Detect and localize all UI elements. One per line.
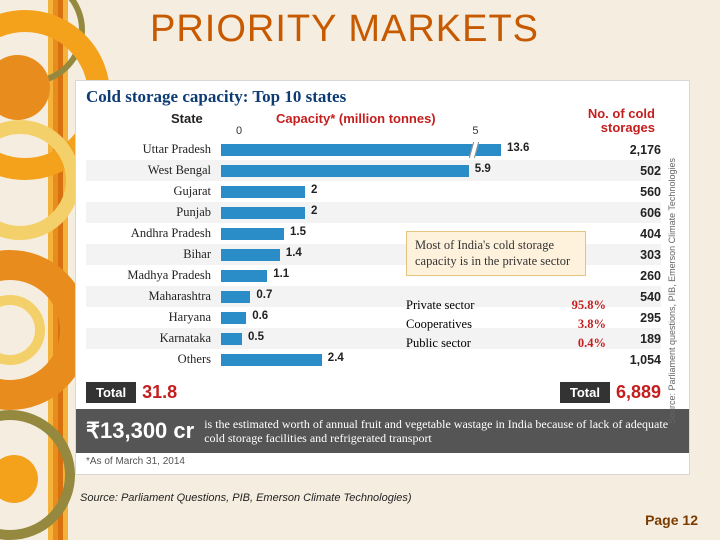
sector-name: Public sector [406, 336, 471, 351]
sector-row: Cooperatives 3.8% [406, 315, 606, 334]
total-label-left: Total [86, 382, 136, 403]
worth-band: ₹13,300 cr is the estimated worth of ann… [76, 409, 689, 453]
bar-value: 1.5 [290, 226, 306, 238]
chart-title: Cold storage capacity: Top 10 states [86, 87, 346, 107]
storage-count: 189 [606, 332, 661, 346]
bar-value: 2 [311, 205, 317, 217]
bar [221, 207, 305, 219]
storage-count: 404 [606, 227, 661, 241]
bar-value: 1.1 [273, 268, 289, 280]
as-of-note: *As of March 31, 2014 [86, 456, 185, 467]
bar [221, 354, 322, 366]
bar [221, 333, 242, 345]
bar-value: 5.9 [475, 163, 491, 175]
sector-pct: 0.4% [578, 336, 606, 351]
state-label: Haryana [86, 310, 221, 325]
header-capacity: Capacity* (million tonnes) [276, 111, 436, 126]
chart-row: Gujarat 2 560 [86, 181, 661, 202]
state-label: Karnataka [86, 331, 221, 346]
header-count: No. of cold storages [565, 107, 655, 134]
total-count: 6,889 [616, 382, 661, 403]
chart-panel: Cold storage capacity: Top 10 states Sta… [75, 80, 690, 475]
bar-value: 1.4 [286, 247, 302, 259]
bar-value: 2.4 [328, 352, 344, 364]
totals-row: Total 31.8 Total 6,889 [86, 379, 661, 405]
storage-count: 1,054 [606, 353, 661, 367]
side-source: Source: Parliament questions, PIB, Emers… [667, 141, 683, 441]
bar [221, 144, 501, 156]
callout-box: Most of India's cold storage capacity is… [406, 231, 586, 276]
bar [221, 228, 284, 240]
header-state: State [171, 111, 203, 126]
storage-count: 260 [606, 269, 661, 283]
storage-count: 502 [606, 164, 661, 178]
sector-row: Private sector 95.8% [406, 296, 606, 315]
chart-row: Punjab 2 606 [86, 202, 661, 223]
chart-row: West Bengal 5.9 502 [86, 160, 661, 181]
storage-count: 295 [606, 311, 661, 325]
total-label-right: Total [560, 382, 610, 403]
sector-share-table: Private sector 95.8% Cooperatives 3.8% Publi… [406, 296, 606, 353]
storage-count: 606 [606, 206, 661, 220]
state-label: West Bengal [86, 163, 221, 178]
slide-title: PRIORITY MARKETS [150, 8, 690, 51]
state-label: Gujarat [86, 184, 221, 199]
worth-description: is the estimated worth of annual fruit a… [204, 417, 679, 446]
sector-name: Cooperatives [406, 317, 472, 332]
bar [221, 312, 246, 324]
storage-count: 540 [606, 290, 661, 304]
axis: 0 5 [236, 125, 539, 137]
sector-row: Public sector 0.4% [406, 334, 606, 353]
bar-value: 0.5 [248, 331, 264, 343]
bar [221, 249, 280, 261]
storage-count: 303 [606, 248, 661, 262]
state-label: Uttar Pradesh [86, 142, 221, 157]
state-label: Andhra Pradesh [86, 226, 221, 241]
state-label: Others [86, 352, 221, 367]
chart-row: Uttar Pradesh 13.6 2,176 [86, 139, 661, 160]
bar [221, 186, 305, 198]
source-caption: Source: Parliament Questions, PIB, Emers… [80, 492, 412, 504]
state-label: Maharashtra [86, 289, 221, 304]
axis-tick-1: 5 [472, 125, 478, 137]
bar-value: 0.6 [252, 310, 268, 322]
sector-pct: 95.8% [572, 298, 606, 313]
bar-value: 13.6 [507, 142, 529, 154]
worth-amount: ₹13,300 cr [86, 418, 194, 444]
total-capacity: 31.8 [142, 382, 177, 403]
bar-value: 2 [311, 184, 317, 196]
bar [221, 270, 267, 282]
storage-count: 560 [606, 185, 661, 199]
state-label: Punjab [86, 205, 221, 220]
sector-name: Private sector [406, 298, 474, 313]
storage-count: 2,176 [606, 143, 661, 157]
bar-value: 0.7 [256, 289, 272, 301]
axis-tick-0: 0 [236, 125, 242, 137]
state-label: Bihar [86, 247, 221, 262]
sector-pct: 3.8% [578, 317, 606, 332]
bar [221, 165, 469, 177]
bar [221, 291, 250, 303]
page-number: Page 12 [645, 512, 698, 528]
state-label: Madhya Pradesh [86, 268, 221, 283]
